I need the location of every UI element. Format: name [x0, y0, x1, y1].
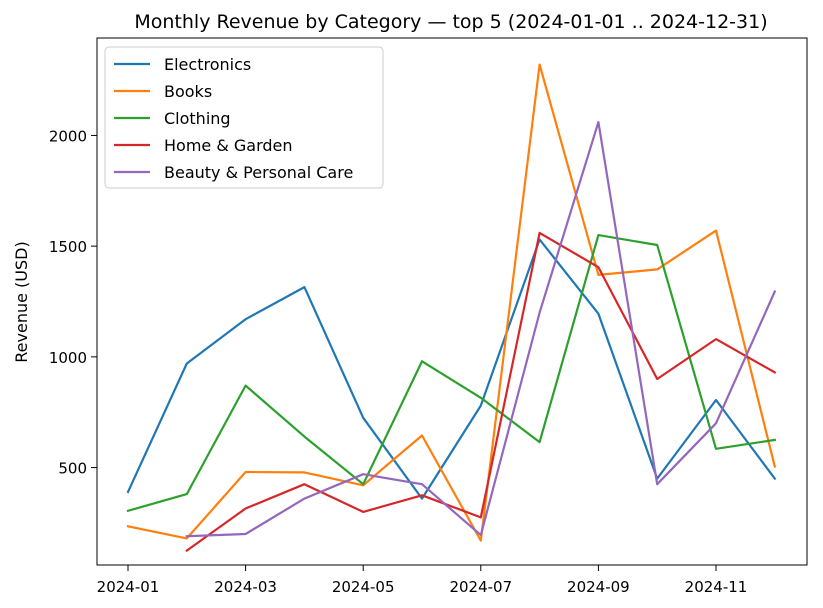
- y-axis: 500 1000 1500 2000: [49, 127, 97, 478]
- x-tick-label: 2024-05: [332, 578, 395, 596]
- y-tick-label: 1000: [49, 349, 87, 367]
- series-lines: [126, 63, 777, 553]
- legend-label: Beauty & Personal Care: [164, 163, 353, 182]
- series-line-1: [126, 63, 777, 542]
- legend-label: Books: [164, 82, 212, 101]
- legend-label: Clothing: [164, 109, 231, 128]
- series-line-3: [185, 231, 777, 553]
- x-axis: 2024-01 2024-03 2024-05 2024-07 2024-09 2024-…: [97, 565, 748, 596]
- legend-label: Home & Garden: [164, 136, 293, 155]
- x-tick-label: 2024-07: [449, 578, 512, 596]
- chart-title: Monthly Revenue by Category — top 5 (202…: [134, 11, 767, 33]
- y-tick-label: 2000: [49, 127, 87, 145]
- series-line-2: [126, 234, 777, 513]
- x-tick-label: 2024-03: [214, 578, 277, 596]
- series-line-0: [126, 238, 777, 500]
- plot-area-frame: [96, 37, 808, 566]
- legend: Electronics Books Clothing Home & Garden Bea…: [104, 46, 384, 189]
- x-tick-label: 2024-11: [685, 578, 748, 596]
- y-axis-label: Revenue (USD): [12, 241, 31, 362]
- series-line-4: [185, 120, 777, 538]
- y-tick-label: 500: [58, 460, 87, 478]
- x-tick-label: 2024-01: [97, 578, 160, 596]
- legend-box: [104, 46, 384, 189]
- x-tick-label: 2024-09: [567, 578, 630, 596]
- legend-label: Electronics: [164, 55, 251, 74]
- y-tick-label: 1500: [49, 238, 87, 256]
